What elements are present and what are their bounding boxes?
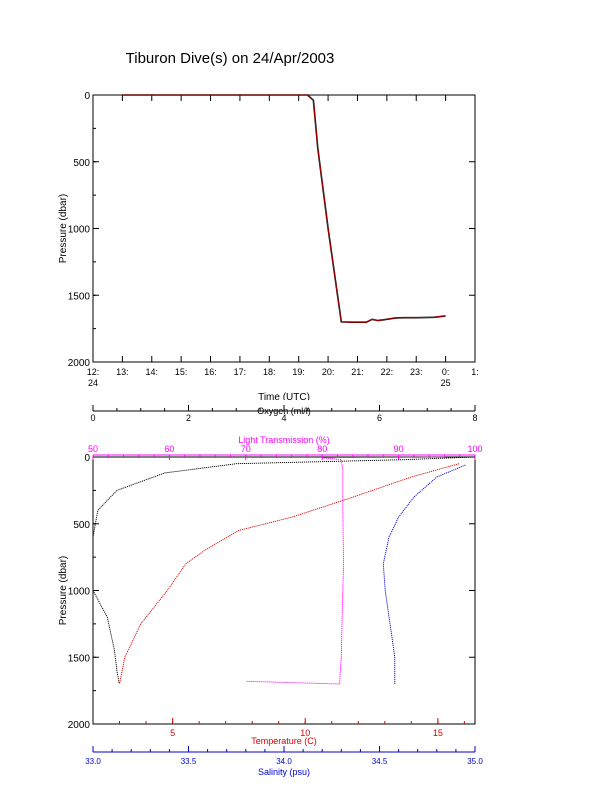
x-tick-label: 19: <box>292 367 305 377</box>
y-tick-label: 500 <box>73 520 90 531</box>
x-tick-sublabel: 24 <box>88 378 98 388</box>
temperature-tick-label: 10 <box>300 728 310 738</box>
salinity-tick-label: 34.5 <box>372 757 388 766</box>
transmission-tick-label: 80 <box>317 444 327 454</box>
oxygen-tick-label: 0 <box>90 413 95 423</box>
transmission-axis-label: Light Transmission (%) <box>238 435 330 445</box>
salinity-tick-label: 33.5 <box>181 757 197 766</box>
salinity-profile-line <box>382 464 466 684</box>
y-tick-label: 1000 <box>68 587 91 598</box>
x-tick-label: 15: <box>175 367 188 377</box>
x-tick-label: 0: <box>442 367 450 377</box>
salinity-tick-label: 35.0 <box>467 757 483 766</box>
transmission-tick-label: 50 <box>88 444 98 454</box>
salinity-tick-label: 34.0 <box>276 757 292 766</box>
x-axis-label: Time (UTC) <box>258 392 310 400</box>
y-tick-label: 1500 <box>68 291 91 302</box>
transmission-tick-label: 60 <box>164 444 174 454</box>
x-tick-label: 18: <box>263 367 276 377</box>
temperature-tick-label: 15 <box>433 728 443 738</box>
y-axis-label: Pressure (dbar) <box>58 194 69 263</box>
oxygen-axis-label: Oxygen (ml/l) <box>257 406 311 416</box>
x-tick-label: 13: <box>116 367 129 377</box>
oxygen-tick-label: 6 <box>377 413 382 423</box>
oxygen-tick-label: 8 <box>472 413 477 423</box>
salinity-axis-label: Salinity (psu) <box>258 767 310 777</box>
dive-track-line <box>122 94 446 323</box>
page-title: Tiburon Dive(s) on 24/Apr/2003 <box>125 50 335 67</box>
y-tick-label: 0 <box>84 453 90 464</box>
x-tick-sublabel: 25 <box>441 378 451 388</box>
temperature-axis-label: Temperature (C) <box>251 736 317 746</box>
x-tick-label: 20: <box>322 367 335 377</box>
y-tick-label: 500 <box>73 158 90 169</box>
transmission-tick-label: 90 <box>394 444 404 454</box>
x-tick-label: 23: <box>410 367 423 377</box>
x-tick-label: 12: <box>87 367 100 377</box>
y-axis-label: Pressure (dbar) <box>58 556 69 625</box>
x-tick-label: 16: <box>204 367 217 377</box>
x-tick-label: 17: <box>234 367 247 377</box>
y-tick-label: 1500 <box>68 653 91 664</box>
oxygen-profile-line <box>92 456 476 685</box>
transmission-tick-label: 100 <box>467 444 482 454</box>
temperature-profile-line <box>119 463 460 685</box>
salinity-tick-label: 33.0 <box>85 757 101 766</box>
x-tick-label: 1: <box>471 367 479 377</box>
transmission-profile-line <box>245 456 445 685</box>
x-tick-label: 22: <box>381 367 394 377</box>
x-tick-label: 14: <box>146 367 159 377</box>
oxygen-tick-label: 4 <box>281 413 286 423</box>
y-tick-label: 0 <box>84 91 90 102</box>
y-tick-label: 2000 <box>68 720 91 731</box>
x-tick-label: 21: <box>351 367 364 377</box>
temperature-tick-label: 5 <box>170 728 175 738</box>
y-tick-label: 1000 <box>68 225 91 236</box>
y-tick-label: 2000 <box>68 358 91 369</box>
oxygen-tick-label: 2 <box>186 413 191 423</box>
transmission-tick-label: 70 <box>241 444 251 454</box>
plot-frame <box>92 456 476 725</box>
